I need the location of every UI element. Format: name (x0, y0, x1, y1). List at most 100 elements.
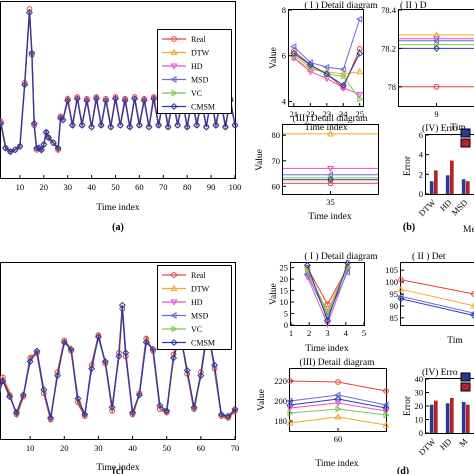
d-IV-ytick-10: 10 (415, 415, 424, 425)
c-main-point-cmsm-15 (94, 333, 102, 341)
c-legend: Real DTW HD MSD VC CMSM (157, 265, 232, 350)
c-main-legend-label-hd: HD (191, 298, 203, 307)
d-I-ytick-5: 5 (284, 309, 288, 319)
c-main-series-cmsm (0, 305, 236, 419)
c-xlabel: Time index (96, 463, 139, 473)
a-main-legend-marker-hd (170, 63, 178, 70)
b-I-point-vc-2 (324, 70, 331, 78)
b-I-ytick-6: 6 (282, 51, 286, 61)
a-main-point-cmsm-36 (140, 97, 148, 105)
a-main-point-cmsm-13 (40, 141, 48, 149)
a-main-point-cmsm-39 (155, 121, 163, 129)
a-main-point-cmsm-10 (33, 144, 41, 152)
b-II-point-cmsm (432, 44, 441, 52)
a-main-point-cmsm-19 (59, 116, 67, 124)
b-IV-bar-dtw-red (434, 170, 438, 194)
b-IV-frame (425, 134, 474, 195)
b-I-xtick-21: 21 (290, 109, 299, 119)
c-main-point-real-23 (143, 335, 150, 342)
a-main-point-cmsm-23 (78, 121, 86, 129)
d-II-series-cmsm (400, 298, 474, 316)
d-I-title: ( I ) Detail diagram (304, 251, 378, 262)
a-main-point-cmsm-9 (30, 119, 38, 127)
d-IV-bar-dtw-red (434, 400, 438, 433)
d-III-title: (III) Detail diagram (300, 357, 376, 368)
a-main-point-cmsm-1 (0, 119, 5, 127)
b-I-ylabel: Value (269, 47, 279, 69)
c-main-point-cmsm-9 (53, 372, 61, 380)
b-I-series-msd (293, 18, 361, 70)
d-I-ytick-25: 25 (280, 263, 289, 273)
a-main-point-cmsm-12 (37, 146, 45, 154)
d-IV-xtick-hd: HD (438, 436, 454, 452)
a-main-xtick-20: 20 (40, 182, 49, 192)
d-IV-title: (IV) Erro (422, 367, 458, 378)
d-II-point-real-1 (471, 291, 474, 297)
c-main-xtick-10: 10 (26, 443, 35, 453)
d-IV-bar-dtw-blue (429, 404, 434, 433)
a-main-point-cmsm-41 (164, 123, 172, 131)
b-I-point-dtw-4 (356, 67, 364, 75)
c-main-point-cmsm-26 (163, 407, 171, 415)
b-I-series-hd (293, 57, 360, 96)
c-main-legend-marker-dtw (170, 284, 178, 291)
b-IV-ytick-2: 2 (419, 169, 423, 179)
b-II-point-hd (433, 36, 440, 43)
d-IV-bar-m-blue (461, 401, 466, 433)
d-III-ytick-200: 200 (274, 396, 287, 406)
c-main-point-cmsm-3 (12, 409, 20, 417)
caption-b: (b) (403, 222, 415, 233)
b-I-frame (288, 9, 364, 107)
d-I-point-real-1 (324, 301, 331, 308)
c-main-point-cmsm-7 (40, 386, 48, 394)
c-main-point-cmsm-18 (115, 352, 123, 360)
a-main-xtick-90: 90 (207, 182, 216, 192)
a-legend: Real DTW HD MSD VC CMSM (157, 29, 232, 114)
b-I-point-hd-4 (356, 92, 364, 99)
b-IV-ytick-6: 6 (419, 130, 423, 140)
d-I-ylabel: Value (269, 283, 279, 305)
a-main-legend-label-cmsm: CMSM (191, 103, 215, 112)
d-IV-ytick-20: 20 (415, 401, 424, 411)
d-IV-xtick-m: M (457, 436, 470, 449)
c-main-point-cmsm-16 (101, 358, 109, 366)
d-I-ytick-0: 0 (284, 320, 288, 330)
a-main-point-cmsm-7 (25, 9, 33, 17)
a-main-xtick-70: 70 (159, 182, 168, 192)
d-II-ytick-105: 105 (385, 265, 398, 275)
b-III-point-hd (327, 165, 334, 173)
a-main-legend-marker-msd (170, 76, 177, 83)
d-I-point-msd-2 (343, 268, 351, 276)
a-main-legend-marker-vc (171, 89, 178, 97)
c-main-point-cmsm-27 (170, 354, 178, 362)
b-III-title: (III) Detail diagram (293, 113, 369, 124)
c-main-point-cmsm-14 (88, 365, 96, 373)
a-main-legend-label-vc: VC (191, 89, 202, 98)
d-III-point-dtw-2 (382, 421, 390, 428)
d-III-point-dtw-1 (334, 413, 342, 420)
b-I-point-vc-4 (357, 95, 364, 103)
a-main-point-cmsm-3 (6, 148, 14, 156)
a-main-point-cmsm-20 (64, 97, 72, 105)
a-main-legend-label-msd: MSD (191, 76, 209, 85)
b-II-ytick-78: 78 (388, 82, 397, 92)
a-main-point-cmsm-30 (111, 95, 120, 103)
c-main-legend-label-dtw: DTW (191, 285, 210, 294)
a-main-legend-marker-dtw (170, 48, 178, 55)
a-main-point-cmsm-8 (28, 49, 36, 57)
c-main-point-cmsm-19 (118, 301, 126, 309)
d-IV-bar-hd-blue (445, 403, 450, 433)
b-I-point-cmsm-0 (290, 49, 298, 57)
c-main-point-cmsm-23 (142, 338, 150, 346)
a-main-xtick-40: 40 (87, 182, 96, 192)
c-main-point-cmsm-33 (211, 361, 219, 369)
b-III-ylabel: Value (255, 149, 265, 171)
d-II-series-dtw (400, 288, 474, 307)
a-main-point-cmsm-29 (107, 123, 115, 131)
a-main-point-cmsm-27 (97, 121, 105, 129)
a-main-xtick-10: 10 (16, 182, 25, 192)
d-I-xlabel: Time index (305, 344, 348, 354)
c-main-xtick-70: 70 (231, 443, 240, 453)
b-IV-legend-swatch-blue (460, 128, 471, 138)
